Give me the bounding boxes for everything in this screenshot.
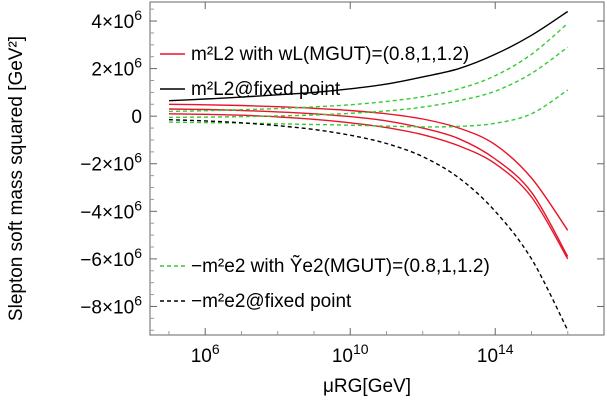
- y-tick-label: 2×106: [91, 55, 142, 81]
- series-line-2: [168, 108, 569, 257]
- y-tick-label: 0: [131, 107, 142, 128]
- axes-group: 4×106 2×106 0 −2×106 −4×106 −6×106 −8×106 106 10…: [6, 1, 605, 397]
- x-tick-label: 1010: [332, 341, 369, 367]
- x-axis-label: μRG[GeV]: [323, 376, 411, 397]
- legend-label-3: −m²e2@fixed point: [191, 291, 352, 312]
- y-tick-label: −4×106: [80, 197, 142, 223]
- plot-frame: [149, 1, 605, 336]
- series-line-0: [168, 10, 569, 102]
- legend-label-2: −m²e2 with Ỹe2(MGUT)=(0.8,1,1.2): [191, 255, 490, 277]
- x-tick-label: 1014: [477, 341, 514, 367]
- series-line-4: [168, 22, 569, 113]
- y-tick-label: −6×106: [80, 245, 142, 271]
- series-line-5: [168, 46, 569, 119]
- series-line-6: [168, 89, 569, 128]
- series-line-7: [168, 119, 569, 331]
- y-axis-label: Slepton soft mass squared [GeV²]: [6, 36, 27, 321]
- legend-label-1: m²L2@fixed point: [191, 79, 341, 100]
- legend: m²L2 with wL(MGUT)=(0.8,1,1.2) m²L2@fixed…: [160, 44, 490, 312]
- series-line-3: [168, 113, 569, 260]
- y-tick-label: −8×106: [80, 292, 142, 318]
- y-tick-label: −2×106: [80, 150, 142, 176]
- x-tick-label: 106: [191, 341, 220, 367]
- curves-group: [168, 10, 569, 331]
- y-tick-label: 4×106: [91, 7, 142, 33]
- legend-label-0: m²L2 with wL(MGUT)=(0.8,1,1.2): [191, 44, 469, 65]
